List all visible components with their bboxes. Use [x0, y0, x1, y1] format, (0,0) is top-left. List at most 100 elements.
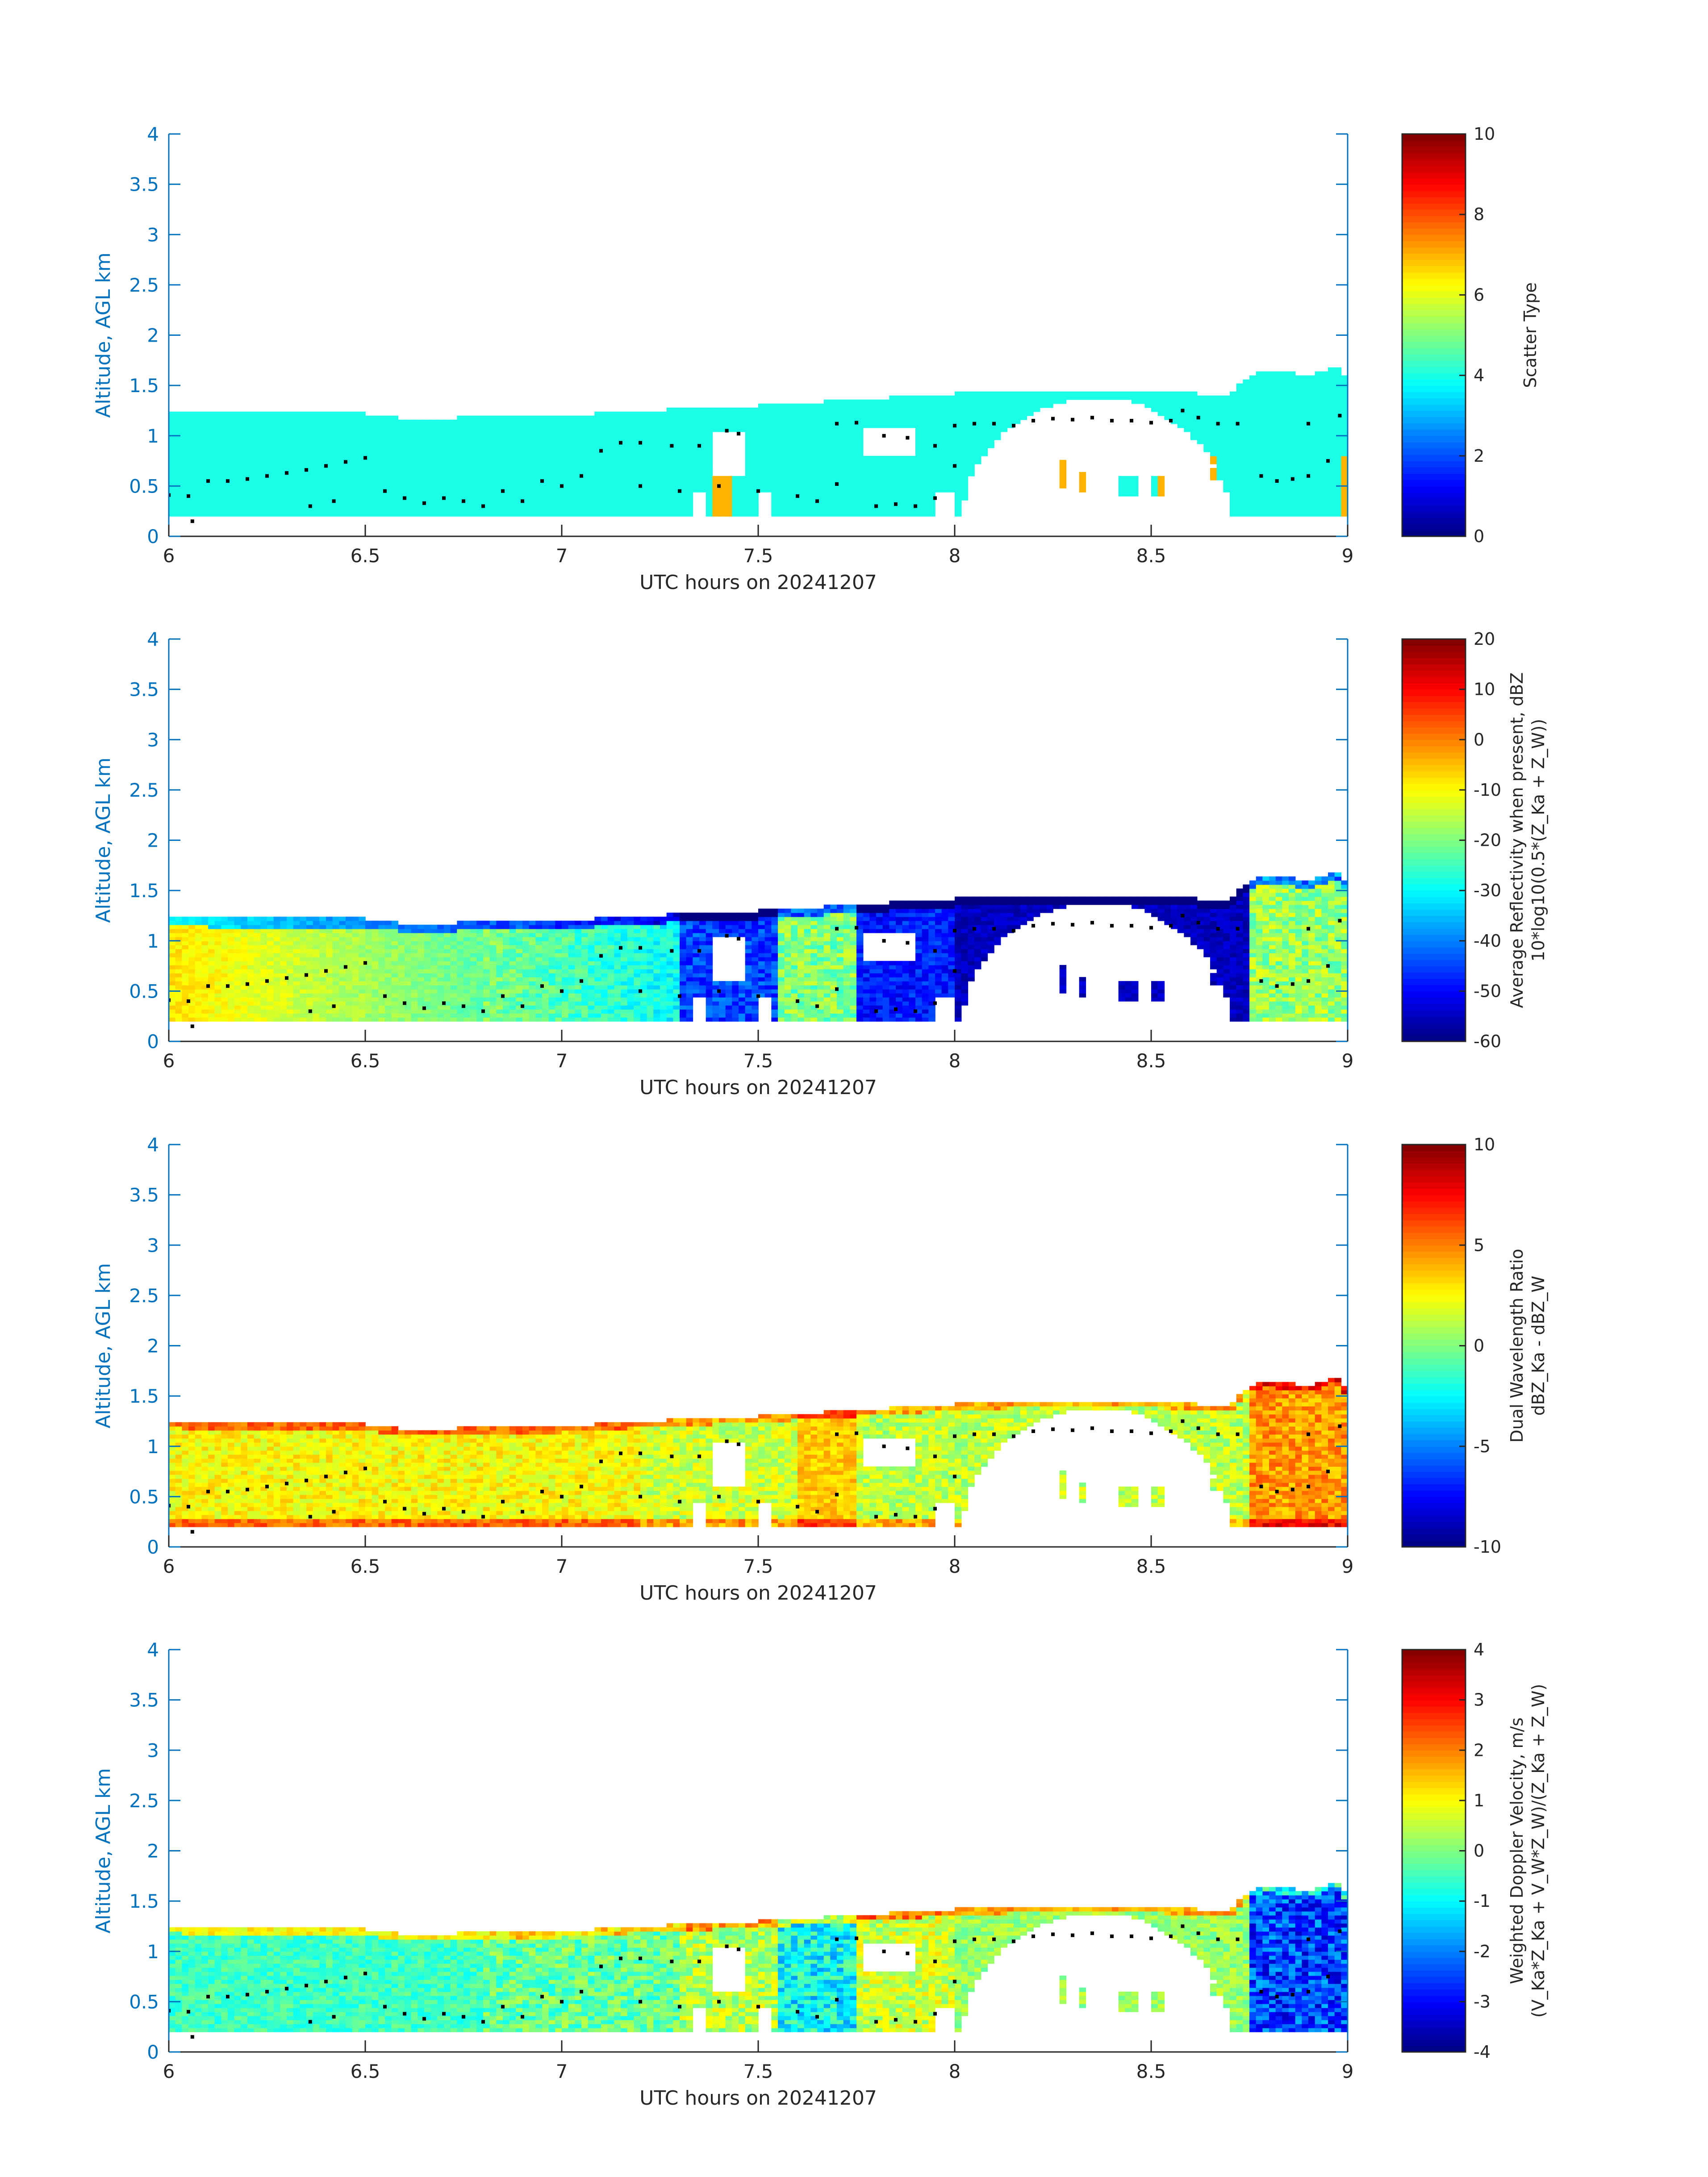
heatmap-cell	[247, 415, 255, 420]
heatmap-cell	[234, 944, 242, 949]
heatmap-cell	[332, 985, 340, 990]
heatmap-cell	[247, 488, 255, 493]
heatmap-cell	[941, 480, 949, 485]
heatmap-cell	[280, 997, 287, 1002]
heatmap-cell	[188, 1001, 196, 1006]
heatmap-cell	[1282, 447, 1289, 452]
heatmap-cell	[522, 508, 530, 513]
heatmap-cell	[542, 460, 549, 464]
heatmap-cell	[1138, 391, 1145, 396]
heatmap-cell	[1059, 484, 1067, 489]
heatmap-cell	[568, 419, 576, 424]
heatmap-cell	[1249, 423, 1257, 428]
heatmap-cell	[208, 500, 215, 505]
heatmap-cell	[693, 435, 700, 440]
heatmap-cell	[201, 989, 209, 994]
heatmap-cell	[1328, 455, 1335, 460]
heatmap-cell	[1334, 468, 1342, 472]
heatmap-cell	[1269, 411, 1276, 416]
heatmap-cell	[483, 431, 490, 436]
heatmap-cell	[372, 472, 379, 476]
heatmap-cell	[1243, 391, 1250, 396]
heatmap-cell	[195, 997, 202, 1002]
heatmap-cell	[254, 1013, 261, 1018]
heatmap-cell	[909, 455, 916, 460]
heatmap-cell	[791, 439, 798, 444]
heatmap-cell	[850, 451, 857, 456]
heatmap-cell	[1282, 391, 1289, 396]
heatmap-cell	[405, 500, 412, 505]
heatmap-cell	[837, 419, 844, 424]
heatmap-cell	[326, 985, 333, 990]
heatmap-cell	[1249, 395, 1257, 400]
heatmap-cell	[640, 512, 647, 517]
heatmap-cell	[1144, 399, 1152, 404]
heatmap-cell	[241, 460, 248, 464]
heatmap-cell	[660, 460, 667, 464]
heatmap-cell	[280, 435, 287, 440]
heatmap-cell	[1040, 391, 1047, 396]
heatmap-cell	[1262, 435, 1270, 440]
heatmap-cell	[234, 953, 242, 957]
heatmap-cell	[319, 455, 326, 460]
heatmap-cell	[332, 969, 340, 974]
heatmap-cell	[516, 435, 523, 440]
heatmap-cell	[1302, 476, 1309, 481]
heatmap-cell	[398, 451, 405, 456]
heatmap-cell	[555, 488, 562, 493]
heatmap-cell	[896, 403, 903, 408]
heatmap-cell	[1282, 431, 1289, 436]
heatmap-cell	[909, 403, 916, 408]
heatmap-cell	[293, 965, 301, 969]
heatmap-cell	[228, 989, 235, 994]
heatmap-cell	[961, 431, 969, 436]
heatmap-cell	[214, 969, 222, 974]
heatmap-cell	[764, 435, 772, 440]
heatmap-cell	[476, 488, 484, 493]
heatmap-cell	[241, 468, 248, 472]
heatmap-cell	[1125, 488, 1132, 493]
heatmap-cell	[188, 924, 196, 929]
heatmap-cell	[398, 484, 405, 489]
heatmap-cell	[1295, 423, 1303, 428]
heatmap-cell	[195, 423, 202, 428]
heatmap-cell	[1289, 387, 1296, 392]
heatmap-cell	[1269, 399, 1276, 404]
heatmap-cell	[1203, 443, 1211, 448]
heatmap-cell	[882, 504, 890, 509]
heatmap-cell	[418, 512, 425, 517]
heatmap-cell	[313, 944, 320, 949]
colorbar-segment	[1402, 259, 1466, 267]
heatmap-cell	[1334, 403, 1342, 408]
heatmap-cell	[175, 419, 183, 424]
heatmap-cell	[267, 977, 274, 982]
heatmap-cell	[575, 447, 582, 452]
heatmap-cell	[339, 480, 346, 485]
heatmap-cell	[843, 496, 851, 501]
heatmap-cell	[830, 512, 837, 517]
heatmap-cell	[987, 391, 994, 396]
heatmap-cell	[745, 468, 752, 472]
heatmap-cell	[450, 427, 458, 432]
heatmap-cell	[719, 476, 726, 481]
heatmap-cell	[974, 427, 981, 432]
heatmap-cell	[712, 423, 719, 428]
heatmap-cell	[241, 464, 248, 468]
heatmap-cell	[405, 451, 412, 456]
heatmap-cell	[391, 508, 399, 513]
heatmap-cell	[798, 492, 805, 497]
heatmap-cell	[214, 468, 222, 472]
heatmap-cell	[313, 512, 320, 517]
heatmap-cell	[653, 476, 660, 481]
heatmap-cell	[280, 928, 287, 933]
heatmap-cell	[810, 443, 818, 448]
heatmap-cell	[483, 472, 490, 476]
heatmap-cell	[411, 427, 418, 432]
heatmap-cell	[208, 969, 215, 974]
heatmap-cell	[529, 439, 536, 444]
heatmap-cell	[1256, 391, 1263, 396]
heatmap-cell	[1007, 423, 1014, 428]
heatmap-cell	[961, 399, 969, 404]
heatmap-cell	[915, 411, 923, 416]
heatmap-cell	[201, 973, 209, 978]
